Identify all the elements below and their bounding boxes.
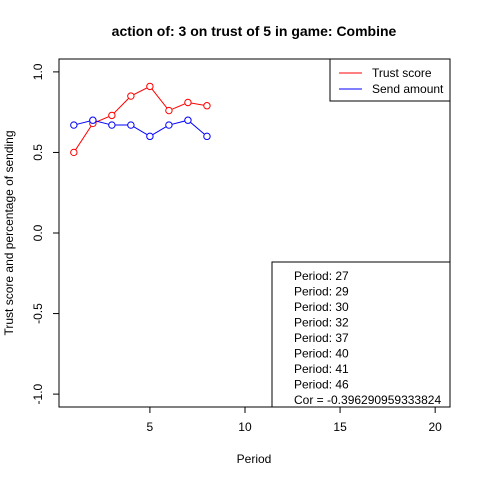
- legend-label-send-amount: Send amount: [372, 82, 444, 96]
- data-point-send-amount: [146, 132, 154, 141]
- chart-title: action of: 3 on trust of 5 in game: Comb…: [112, 23, 397, 39]
- annotation-line: Period: 27: [294, 269, 349, 283]
- x-axis: 5 10 15 20: [147, 407, 442, 434]
- annotation-line: Period: 30: [294, 300, 349, 314]
- x-axis-label: Period: [237, 452, 272, 466]
- data-point-send-amount: [203, 132, 211, 141]
- data-point-send-amount: [127, 121, 135, 129]
- data-point-send-amount: [184, 116, 192, 124]
- x-tick-label: 15: [333, 420, 347, 434]
- data-point-send-amount: [165, 121, 173, 129]
- data-point-send-amount: [89, 116, 97, 124]
- annotation-line: Period: 29: [294, 285, 349, 299]
- x-tick-label: 20: [428, 420, 442, 434]
- data-point-trust-score: [108, 111, 116, 120]
- annotation-frame: [271, 261, 451, 408]
- legend: Trust score Send amount: [329, 58, 451, 102]
- legend-box: [329, 58, 451, 102]
- annotation-box: Period: 27 Period: 29 Period: 30 Period:…: [271, 261, 451, 408]
- data-point-send-amount: [70, 121, 78, 129]
- y-tick-label: -1.0: [31, 383, 45, 404]
- annotation-line: Cor = -0.396290959333824: [294, 393, 441, 407]
- annotation-line: Period: 37: [294, 331, 349, 345]
- annotation-line: Period: 46: [294, 378, 349, 392]
- x-tick-label: 10: [238, 420, 252, 434]
- data-point-send-amount: [108, 121, 116, 129]
- data-point-trust-score: [70, 148, 78, 157]
- data-point-trust-score: [165, 106, 173, 115]
- annotation-line: Period: 40: [294, 347, 349, 361]
- y-axis-label: Trust score and percentage of sending: [2, 130, 16, 335]
- y-tick-label: 1.0: [31, 63, 45, 80]
- data-point-trust-score: [127, 92, 135, 100]
- data-point-trust-score: [184, 98, 192, 107]
- y-axis: -1.0 -0.5 0.0 0.5 1.0: [31, 63, 59, 404]
- data-point-trust-score: [203, 102, 211, 110]
- series-layer: [70, 82, 211, 157]
- y-tick-label: 0.5: [31, 144, 45, 161]
- legend-label-trust-score: Trust score: [372, 66, 432, 80]
- data-point-trust-score: [146, 82, 154, 91]
- x-tick-label: 5: [147, 420, 154, 434]
- y-tick-label: 0.0: [31, 224, 45, 241]
- annotation-line: Period: 32: [294, 316, 349, 330]
- annotation-line: Period: 41: [294, 362, 349, 376]
- y-tick-label: -0.5: [31, 303, 45, 324]
